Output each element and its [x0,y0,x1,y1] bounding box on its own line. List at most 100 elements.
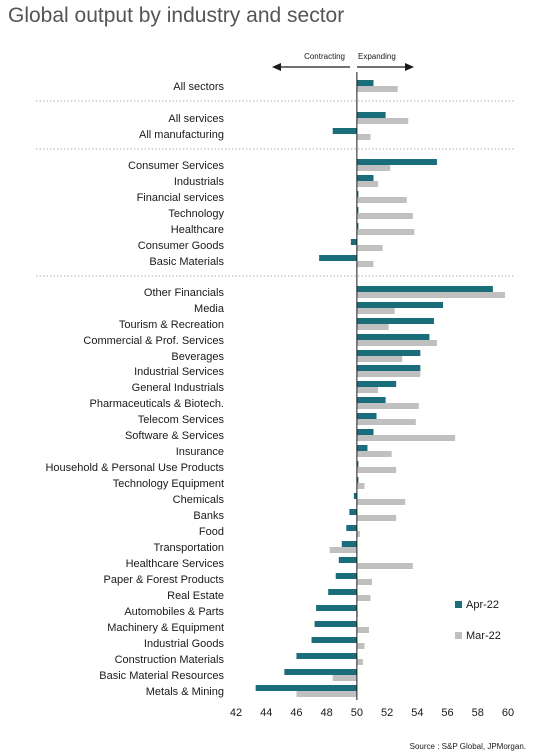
bar-apr-22 [328,589,357,595]
x-tick-label: 56 [441,707,453,719]
bar-mar-22 [356,245,383,251]
category-label: Automobiles & Parts [124,606,224,618]
category-label: Paper & Forest Products [104,574,225,586]
category-label: Chemicals [173,494,225,506]
bar-mar-22 [356,118,409,124]
category-label: Technology [168,208,224,220]
bar-mar-22 [356,467,397,473]
category-label: Technology Equipment [113,478,224,490]
category-labels: All sectors All services All manufacturing… [45,81,224,698]
bar-mar-22 [356,387,379,393]
bar-apr-22 [311,637,357,643]
category-label: Pharmaceuticals & Biotech. [89,398,224,410]
expanding-arrowhead [405,63,414,71]
bar-apr-22 [341,541,357,547]
bar-apr-22 [356,381,397,387]
bar-apr-22 [356,413,377,419]
category-label: Real Estate [167,590,224,602]
bar-apr-22 [255,685,357,691]
bar-apr-22 [284,669,357,675]
legend-label: Apr-22 [466,599,499,611]
category-label: All services [168,113,224,125]
bar-mar-22 [356,261,374,267]
bar-apr-22 [356,461,359,467]
category-label: Household & Personal Use Products [45,462,224,474]
category-label: Metals & Mining [146,686,224,698]
category-label: Construction Materials [115,654,225,666]
bar-apr-22 [356,223,359,229]
bar-mar-22 [356,659,363,665]
category-label: Beverages [171,351,224,363]
x-tick-label: 48 [321,707,333,719]
bar-mar-22 [356,579,372,585]
x-tick-label: 58 [472,707,484,719]
bar-mar-22 [356,435,456,441]
bar-mar-22 [332,675,357,681]
category-label: Software & Services [125,430,225,442]
category-label: Telecom Services [138,414,225,426]
direction-arrows: Contracting Expanding [272,52,414,71]
bar-apr-22 [356,175,374,181]
bar-apr-22 [356,191,359,197]
category-label: Industrials [174,176,225,188]
bar-mar-22 [356,403,419,409]
bar-mar-22 [356,340,437,346]
bar-apr-22 [356,350,421,356]
bar-apr-22 [356,334,430,340]
bar-apr-22 [319,255,357,261]
category-label: Media [194,303,225,315]
legend-swatch [455,632,462,639]
bar-apr-22 [356,112,386,118]
bar-mar-22 [356,356,403,362]
contracting-label: Contracting [304,52,345,61]
category-label: Basic Material Resources [99,670,224,682]
source-note: Source : S&P Global, JPMorgan. [409,742,526,751]
bar-mar-22 [356,563,413,569]
bar-apr-22 [353,493,357,499]
bar-mar-22 [356,181,379,187]
bar-mar-22 [356,419,416,425]
category-label: Consumer Goods [138,240,225,252]
legend-label: Mar-22 [466,630,501,642]
category-label: All sectors [173,81,224,93]
bar-mar-22 [356,86,398,92]
x-tick-label: 50 [351,707,363,719]
bar-mar-22 [356,165,391,171]
expanding-label: Expanding [358,52,396,61]
bar-apr-22 [356,80,374,86]
category-label: All manufacturing [139,129,224,141]
category-label: Other Financials [144,287,225,299]
group-separators [36,100,514,277]
chart-title: Global output by industry and sector [8,4,345,27]
legend-swatch [455,601,462,608]
bar-apr-22 [349,509,357,515]
category-label: Transportation [153,542,224,554]
bar-mar-22 [356,213,413,219]
bar-apr-22 [356,318,434,324]
bar-apr-22 [356,207,359,213]
category-label: Basic Materials [149,256,224,268]
category-label: Financial services [137,192,225,204]
legend: Apr-22 Mar-22 [455,599,501,642]
bar-apr-22 [356,445,368,451]
x-tick-label: 42 [230,707,242,719]
bar-apr-22 [346,525,357,531]
category-label: Industrial Goods [144,638,225,650]
bar-mar-22 [356,229,415,235]
x-tick-label: 44 [260,707,272,719]
bar-mar-22 [356,308,395,314]
contracting-arrowhead [272,63,281,71]
bar-mar-22 [356,324,389,330]
category-label: Tourism & Recreation [119,319,224,331]
bar-apr-22 [338,557,357,563]
bar-mar-22 [356,292,505,298]
bar-apr-22 [332,128,357,134]
bar-mar-22 [356,371,421,377]
bar-apr-22 [296,653,357,659]
bar-apr-22 [356,159,437,165]
bar-mar-22 [356,451,392,457]
category-label: Healthcare [171,224,224,236]
category-label: Banks [193,510,224,522]
bar-apr-22 [335,573,357,579]
bar-apr-22 [356,429,374,435]
